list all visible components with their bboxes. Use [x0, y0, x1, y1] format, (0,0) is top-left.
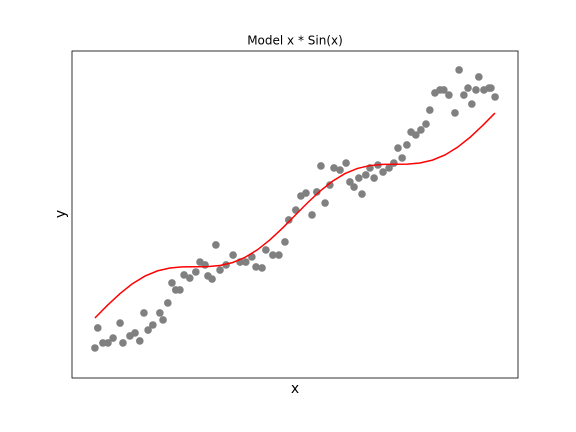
scatter-point	[362, 171, 370, 179]
y-axis-label: y	[53, 210, 69, 218]
scatter-point	[358, 190, 366, 198]
scatter-point	[281, 238, 289, 246]
scatter-point	[93, 324, 102, 332]
scatter-point	[379, 168, 387, 176]
scatter-point	[180, 271, 188, 279]
scatter-point	[390, 159, 398, 167]
scatter-point	[168, 279, 176, 287]
scatter-point	[370, 174, 378, 182]
scatter-point	[275, 251, 283, 259]
scatter-point	[355, 174, 363, 182]
scatter-point	[308, 211, 316, 219]
scatter-point	[149, 321, 157, 329]
scatter-point	[350, 183, 358, 191]
scatter-point	[192, 268, 200, 276]
scatter-point	[422, 120, 430, 128]
scatter-point	[109, 334, 117, 342]
scatter-point	[336, 166, 344, 174]
scatter-point	[475, 73, 483, 81]
scatter-point	[159, 316, 167, 324]
scatter-point	[136, 337, 144, 345]
scatter-point	[317, 162, 325, 170]
scatter-point	[464, 84, 472, 92]
scatter-point	[164, 299, 172, 307]
scatter-point	[385, 164, 393, 172]
scatter-point	[417, 126, 425, 134]
scatter-point	[119, 339, 127, 347]
scatter-point	[201, 261, 209, 269]
scatter-point	[321, 199, 329, 207]
scatter-point	[440, 86, 448, 94]
scatter-point	[140, 309, 148, 317]
scatter-point	[144, 326, 152, 334]
scatter-point	[176, 286, 184, 294]
scatter-point	[412, 131, 420, 139]
scatter-point	[451, 109, 459, 117]
scatter-point	[302, 189, 310, 197]
scatter-point	[330, 164, 338, 172]
scatter-point	[91, 344, 99, 352]
scatter-point	[445, 91, 453, 99]
scatter-point	[394, 144, 402, 152]
scatter-point	[342, 159, 350, 167]
scatter-point	[229, 251, 237, 259]
plot-area	[91, 66, 499, 352]
scatter-point	[116, 319, 124, 327]
scatter-point	[491, 93, 499, 101]
scatter-point	[252, 263, 260, 271]
scatter-point	[455, 66, 463, 74]
scatter-point	[242, 258, 250, 266]
scatter-point	[185, 274, 194, 282]
scatter-point	[472, 86, 480, 94]
scatter-point	[208, 275, 216, 283]
scatter-point	[460, 91, 468, 99]
x-axis-label: x	[291, 381, 299, 397]
scatter-point	[284, 216, 293, 224]
scatter-point	[212, 241, 220, 249]
scatter-point	[131, 329, 139, 337]
scatter-point	[326, 181, 334, 189]
scatter-point	[313, 188, 321, 196]
axes-frame	[71, 50, 519, 379]
model-line	[94, 112, 496, 319]
scatter-point	[104, 339, 112, 347]
scatter-point	[156, 309, 164, 317]
scatter-point	[216, 266, 224, 274]
scatter-point	[398, 154, 406, 162]
scatter-point	[346, 178, 354, 186]
scatter-point	[468, 100, 476, 108]
scatter-point	[269, 251, 277, 259]
scatter-point	[403, 141, 411, 149]
scatter-point	[487, 84, 495, 92]
chart-title: Model x * Sin(x)	[247, 34, 343, 48]
scatter-point	[258, 264, 266, 272]
scatter-point	[262, 246, 270, 254]
scatter-point	[426, 106, 434, 114]
